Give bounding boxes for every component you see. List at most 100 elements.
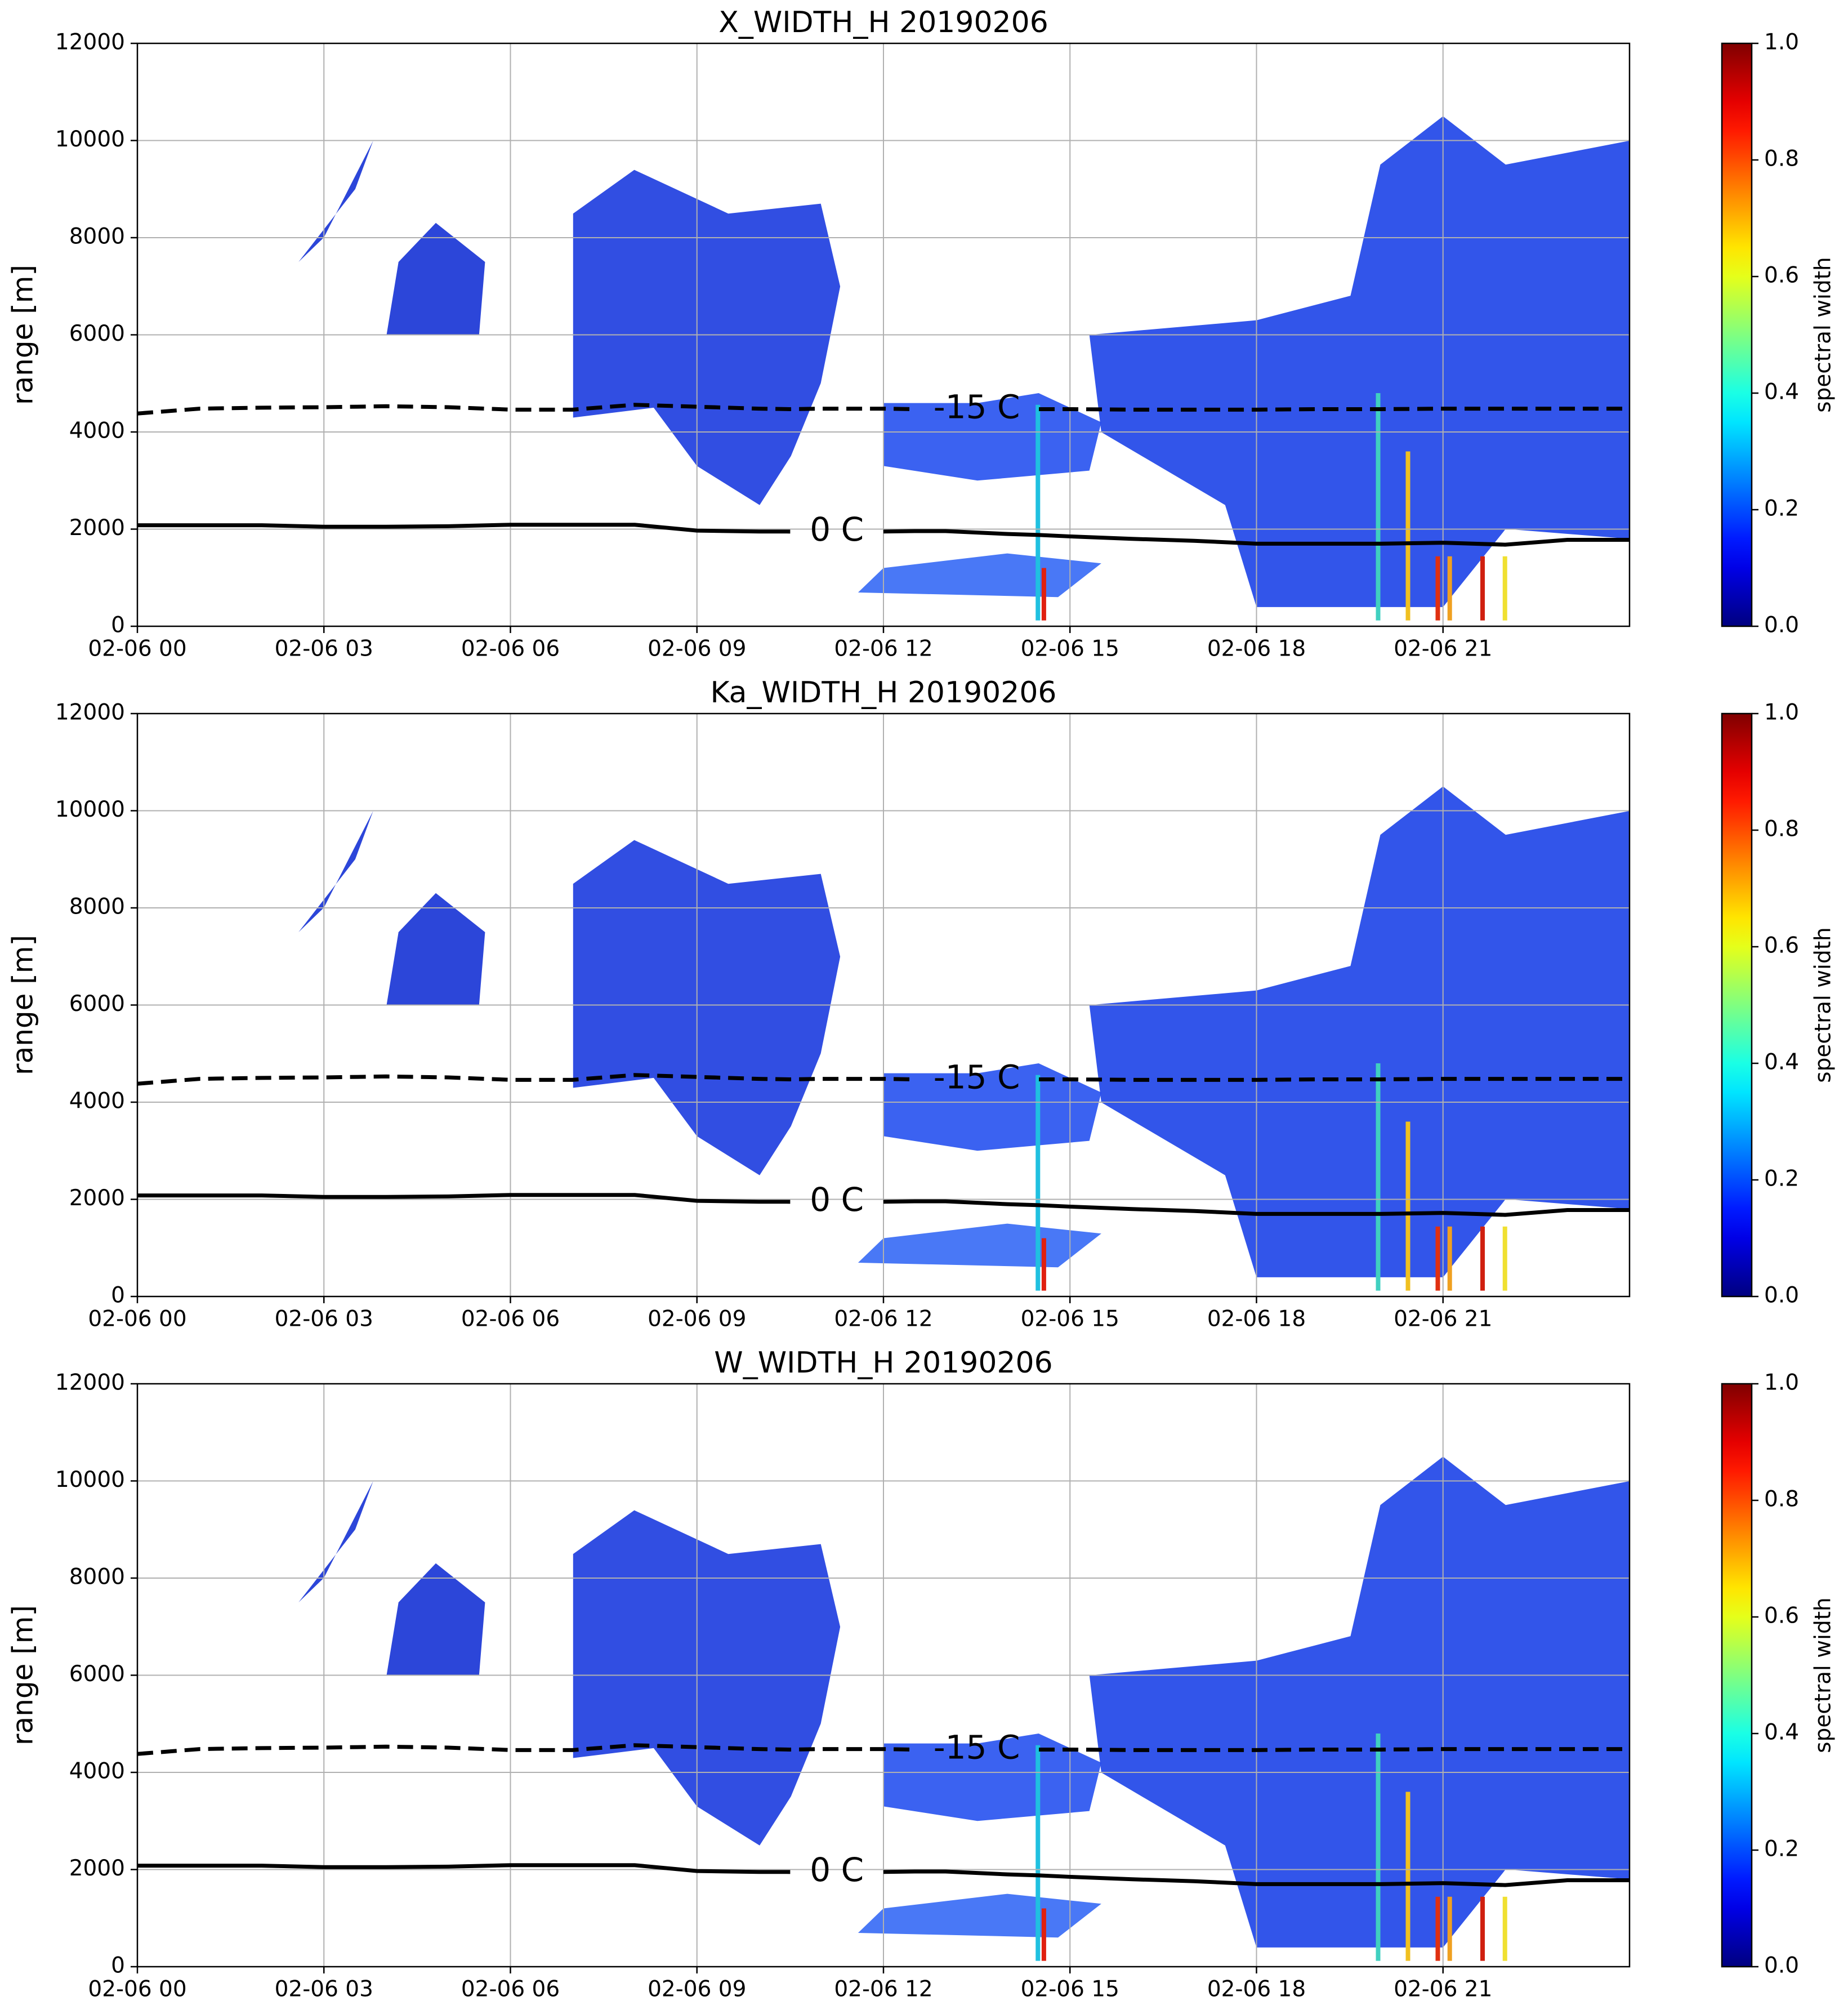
- echo-streak: [1447, 556, 1452, 621]
- echo-region: [858, 1223, 1101, 1268]
- y-tick-label: 10000: [55, 127, 125, 152]
- y-tick-label: 8000: [69, 1565, 125, 1590]
- x-tick-label: 02-06 18: [1207, 1977, 1306, 2002]
- colorbar-tick-label: 1.0: [1764, 1370, 1799, 1396]
- x-tick-label: 02-06 21: [1394, 1307, 1492, 1332]
- echo-region: [1089, 1456, 1630, 1948]
- y-tick-label: 6000: [69, 321, 125, 346]
- colorbar-tick-label: 0.6: [1764, 263, 1799, 288]
- colorbar-tick-label: 0.4: [1764, 1720, 1799, 1745]
- colorbar-tick-label: 0.6: [1764, 933, 1799, 959]
- y-tick-label: 12000: [55, 30, 125, 55]
- echo-region: [883, 1734, 1101, 1821]
- colorbar-tick-label: 0.4: [1764, 1050, 1799, 1075]
- x-tick-label: 02-06 15: [1021, 1977, 1119, 2002]
- x-tick-label: 02-06 03: [275, 636, 373, 662]
- echo-region: [298, 810, 373, 933]
- echo-streak: [1035, 1745, 1041, 1961]
- echo-streak: [1041, 1238, 1046, 1291]
- isotherm-line: [137, 403, 1630, 416]
- x-tick-label: 02-06 06: [461, 1307, 560, 1332]
- y-tick-label: 6000: [69, 1661, 125, 1687]
- colorbar-tick-label: 0.0: [1764, 1953, 1799, 1979]
- x-tick-label: 02-06 18: [1207, 636, 1306, 662]
- echo-region: [573, 840, 841, 1175]
- echo-region: [573, 1510, 841, 1846]
- echo-streak: [1502, 1896, 1507, 1961]
- y-axis-label: range [m]: [7, 265, 39, 405]
- chart-title: Ka_WIDTH_H 20190206: [710, 676, 1056, 710]
- colorbar-tick-label: 0.0: [1764, 1283, 1799, 1308]
- isotherm-line: [137, 1743, 1630, 1756]
- x-tick-label: 02-06 12: [834, 1977, 932, 2002]
- echo-region: [883, 1063, 1101, 1151]
- colorbar-tick-label: 0.8: [1764, 817, 1799, 842]
- isotherm-line: [137, 1863, 1630, 1887]
- x-tick-label: 02-06 12: [834, 1307, 932, 1332]
- echo-streak: [1435, 556, 1440, 621]
- x-tick-label: 02-06 00: [88, 636, 186, 662]
- x-tick-label: 02-06 03: [275, 1977, 373, 2002]
- echo-region: [883, 393, 1101, 481]
- isotherm-line: [137, 1073, 1630, 1086]
- colorbar-tick-label: 0.2: [1764, 1837, 1799, 1862]
- echo-streak: [1405, 451, 1410, 621]
- echo-streak: [1035, 1075, 1041, 1291]
- echo-region: [1089, 786, 1630, 1277]
- echo-streak: [1376, 393, 1381, 621]
- colorbar: [1721, 712, 1753, 1298]
- colorbar: [1721, 42, 1753, 627]
- x-tick-label: 02-06 12: [834, 636, 932, 662]
- isotherm-label: 0 C: [810, 510, 864, 549]
- colorbar-tick-label: 0.4: [1764, 380, 1799, 405]
- y-tick-label: 0: [111, 1953, 125, 1979]
- y-tick-label: 10000: [55, 797, 125, 822]
- colorbar-tick-label: 0.2: [1764, 496, 1799, 522]
- isotherm-label: -15 C: [934, 1728, 1020, 1767]
- echo-streak: [1041, 568, 1046, 621]
- x-tick-label: 02-06 09: [648, 1307, 746, 1332]
- colorbar-label: spectral width: [1811, 1597, 1836, 1753]
- x-tick-label: 02-06 00: [88, 1977, 186, 2002]
- y-tick-label: 8000: [69, 224, 125, 249]
- echo-region: [1089, 116, 1630, 607]
- x-tick-label: 02-06 09: [648, 1977, 746, 2002]
- y-tick-label: 6000: [69, 991, 125, 1017]
- panel: 0 C -15 C 02-06 00 02-06 03 02-06 06 02-06 09…: [7, 676, 1836, 1332]
- y-tick-label: 8000: [69, 894, 125, 920]
- echo-streak: [1035, 404, 1041, 621]
- echo-streak: [1480, 556, 1485, 621]
- colorbar-label: spectral width: [1811, 927, 1836, 1082]
- echo-streak: [1405, 1792, 1410, 1961]
- echo-streak: [1405, 1121, 1410, 1291]
- chart-title: X_WIDTH_H 20190206: [718, 6, 1048, 39]
- echo-region: [386, 1563, 485, 1676]
- echo-region: [858, 1893, 1101, 1938]
- isotherm-line: [137, 523, 1630, 547]
- echo-streak: [1041, 1908, 1046, 1961]
- colorbar-tick-label: 1.0: [1764, 30, 1799, 55]
- panel: 0 C -15 C 02-06 00 02-06 03 02-06 06 02-06 09…: [7, 1346, 1836, 2002]
- colorbar-tick-label: 0.6: [1764, 1603, 1799, 1629]
- colorbar-tick-label: 1.0: [1764, 700, 1799, 725]
- isotherm-line: [137, 1193, 1630, 1217]
- echo-streak: [1480, 1896, 1485, 1961]
- echo-streak: [1502, 1226, 1507, 1291]
- isotherm-label: -15 C: [934, 1058, 1020, 1097]
- panel: 0 C -15 C 02-06 00 02-06 03 02-06 06 02-06 09…: [7, 6, 1836, 662]
- echo-streak: [1376, 1063, 1381, 1291]
- x-tick-label: 02-06 21: [1394, 1977, 1492, 2002]
- echo-streak: [1502, 556, 1507, 621]
- x-tick-label: 02-06 06: [461, 1977, 560, 2002]
- echo-region: [386, 222, 485, 335]
- echo-streak: [1435, 1226, 1440, 1291]
- colorbar-tick-label: 0.8: [1764, 146, 1799, 172]
- isotherm-label: 0 C: [810, 1851, 864, 1889]
- echo-region: [573, 170, 841, 505]
- x-tick-label: 02-06 03: [275, 1307, 373, 1332]
- isotherm-label: -15 C: [934, 388, 1020, 426]
- y-tick-label: 12000: [55, 1370, 125, 1396]
- echo-region: [298, 1481, 373, 1603]
- echo-streak: [1447, 1226, 1452, 1291]
